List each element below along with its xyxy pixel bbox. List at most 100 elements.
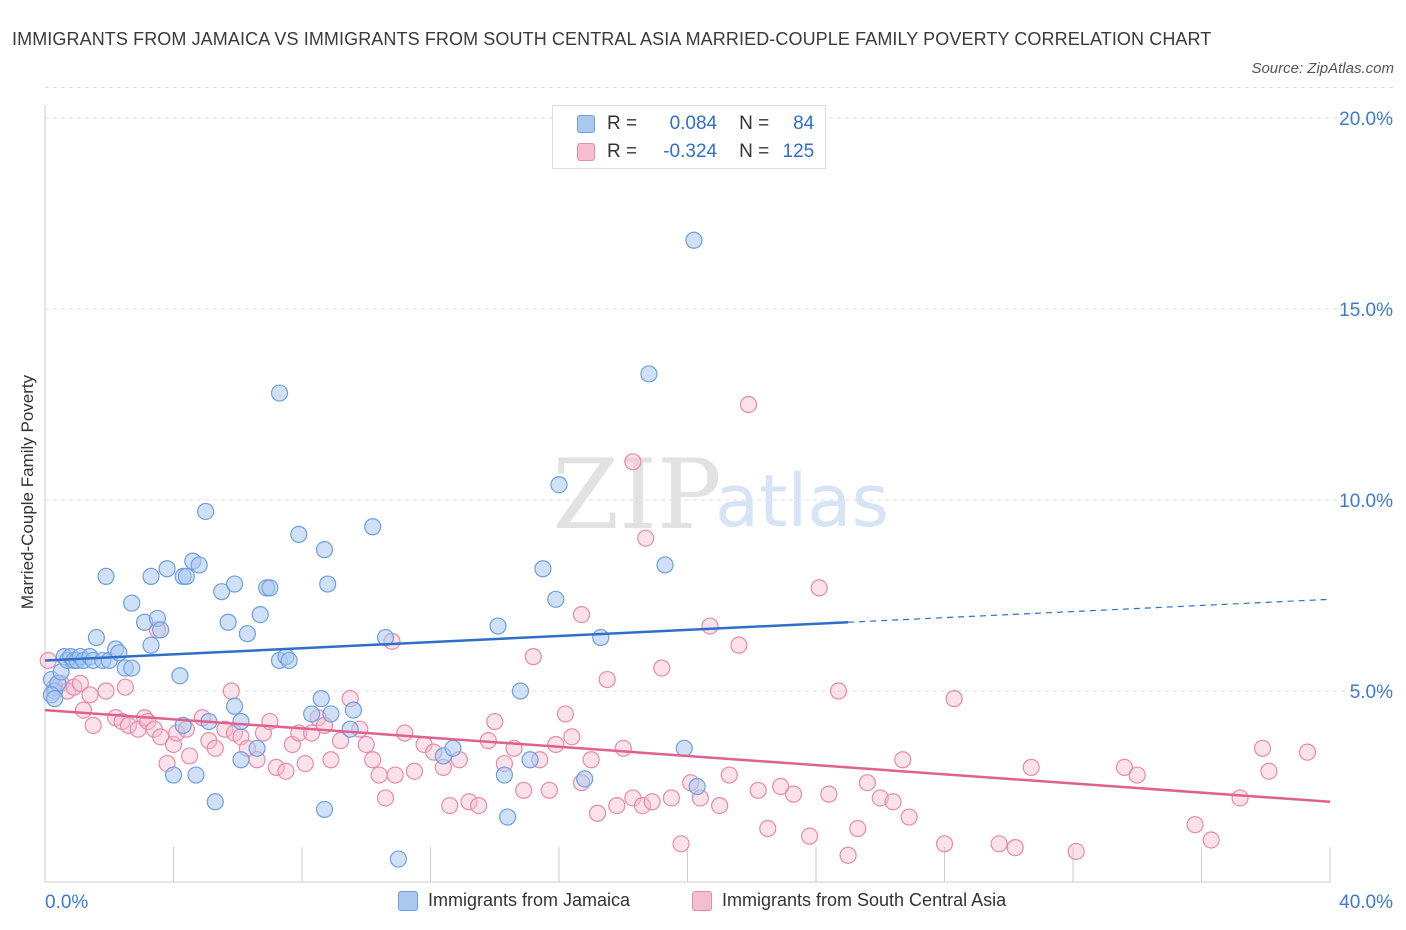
tick-labels: 5.0% 10.0% 15.0% 20.0% 0.0% 40.0% bbox=[45, 109, 1393, 913]
jamaica-point bbox=[444, 739, 462, 757]
jamaica-point bbox=[344, 701, 362, 719]
gridlines bbox=[45, 86, 1395, 692]
y-tick-label: 10.0% bbox=[1339, 491, 1393, 512]
asia-point bbox=[643, 793, 661, 811]
asia-point bbox=[711, 796, 729, 815]
jamaica-point bbox=[389, 850, 407, 868]
asia-point bbox=[582, 751, 600, 769]
y-tick-label: 20.0% bbox=[1339, 109, 1393, 130]
jamaica-point bbox=[164, 766, 183, 784]
asia-point bbox=[119, 716, 138, 734]
jamaica-point bbox=[190, 556, 208, 574]
legend-item-jamaica[interactable]: Immigrants from Jamaica bbox=[398, 890, 630, 911]
jamaica-point bbox=[123, 594, 141, 612]
asia-point bbox=[608, 796, 626, 815]
jamaica-point bbox=[142, 636, 160, 654]
asia-point bbox=[441, 796, 459, 815]
asia-point bbox=[739, 395, 758, 414]
asia-point bbox=[1186, 816, 1204, 834]
asia-point bbox=[364, 751, 382, 769]
asia-point bbox=[572, 605, 591, 624]
legend-row-asia: R = -0.324 N = 125 bbox=[577, 140, 814, 164]
asia-point bbox=[624, 453, 642, 471]
jamaica-point bbox=[232, 712, 250, 731]
asia-point bbox=[277, 762, 295, 780]
chart-title: IMMIGRANTS FROM JAMAICA VS IMMIGRANTS FR… bbox=[12, 29, 1212, 49]
jamaica-point bbox=[225, 697, 244, 715]
asia-point bbox=[829, 682, 848, 700]
asia-point bbox=[839, 846, 857, 864]
asia-point bbox=[810, 579, 828, 597]
jamaica-trend-extension bbox=[848, 598, 1331, 623]
asia-point bbox=[460, 793, 478, 811]
jamaica-point bbox=[225, 575, 244, 593]
jamaica-point bbox=[152, 621, 170, 639]
trend-lines bbox=[44, 598, 1331, 804]
asia-point bbox=[71, 674, 89, 692]
jamaica-legend-swatch bbox=[398, 890, 418, 911]
asia-point bbox=[470, 796, 488, 815]
jamaica-point bbox=[177, 567, 195, 586]
asia-point bbox=[206, 739, 224, 757]
asia-point bbox=[322, 751, 340, 769]
asia-point bbox=[1128, 766, 1146, 784]
r-value-jamaica: 0.084 bbox=[669, 113, 718, 134]
asia-point bbox=[884, 793, 902, 811]
asia-point bbox=[588, 804, 607, 822]
n-value-jamaica: 84 bbox=[793, 113, 815, 134]
jamaica-point bbox=[123, 659, 141, 677]
asia-point bbox=[556, 705, 575, 723]
watermark-atlas: atlas bbox=[715, 459, 889, 543]
jamaica-point bbox=[576, 770, 594, 788]
asia-point bbox=[784, 785, 803, 803]
asia-point bbox=[180, 747, 199, 765]
legend-row-jamaica: R = 0.084 N = 84 bbox=[577, 112, 814, 136]
jamaica-point bbox=[322, 705, 340, 723]
asia-point bbox=[672, 835, 690, 853]
asia-point bbox=[720, 766, 738, 784]
asia-point bbox=[900, 808, 918, 826]
asia-point bbox=[598, 670, 616, 689]
jamaica-point bbox=[270, 384, 289, 402]
asia-point bbox=[849, 819, 867, 838]
asia-point bbox=[614, 739, 632, 757]
stats-legend: R = 0.084 N = 84 R = -0.324 N = 125 bbox=[552, 105, 826, 169]
jamaica-point bbox=[534, 560, 552, 578]
asia-point bbox=[296, 754, 314, 773]
jamaica-point bbox=[303, 705, 321, 723]
asia-point bbox=[1298, 743, 1317, 761]
asia-point bbox=[749, 781, 767, 799]
jamaica-point bbox=[197, 502, 215, 521]
asia-point bbox=[637, 529, 655, 547]
asia-point bbox=[81, 686, 99, 704]
jamaica-point bbox=[688, 777, 706, 796]
jamaica-point bbox=[87, 628, 106, 647]
asia-swatch bbox=[577, 143, 595, 161]
jamaica-point bbox=[592, 628, 610, 647]
asia-point bbox=[515, 781, 533, 799]
asia-point bbox=[730, 636, 748, 654]
jamaica-point bbox=[97, 567, 115, 586]
asia-point bbox=[222, 682, 240, 700]
legend-label-jamaica: Immigrants from Jamaica bbox=[428, 890, 631, 910]
asia-point bbox=[405, 762, 424, 780]
asia-point bbox=[152, 728, 170, 746]
r-label: R = bbox=[607, 113, 638, 134]
n-value-asia: 125 bbox=[782, 141, 815, 162]
watermark-zip: ZIP bbox=[552, 439, 721, 551]
legend-item-asia[interactable]: Immigrants from South Central Asia bbox=[692, 890, 1006, 911]
asia-point bbox=[540, 781, 558, 799]
asia-point bbox=[216, 720, 234, 738]
x-tick-label-max: 40.0% bbox=[1339, 892, 1393, 913]
jamaica-point bbox=[142, 567, 160, 586]
jamaica-point bbox=[495, 766, 513, 784]
jamaica-trend-line bbox=[44, 620, 849, 662]
asia-point bbox=[858, 774, 877, 792]
n-label: N = bbox=[739, 113, 770, 134]
jamaica-point bbox=[251, 605, 269, 624]
asia-point bbox=[331, 732, 350, 750]
y-tick-label: 5.0% bbox=[1350, 682, 1393, 703]
jamaica-point bbox=[312, 690, 330, 708]
jamaica-point bbox=[46, 690, 64, 708]
